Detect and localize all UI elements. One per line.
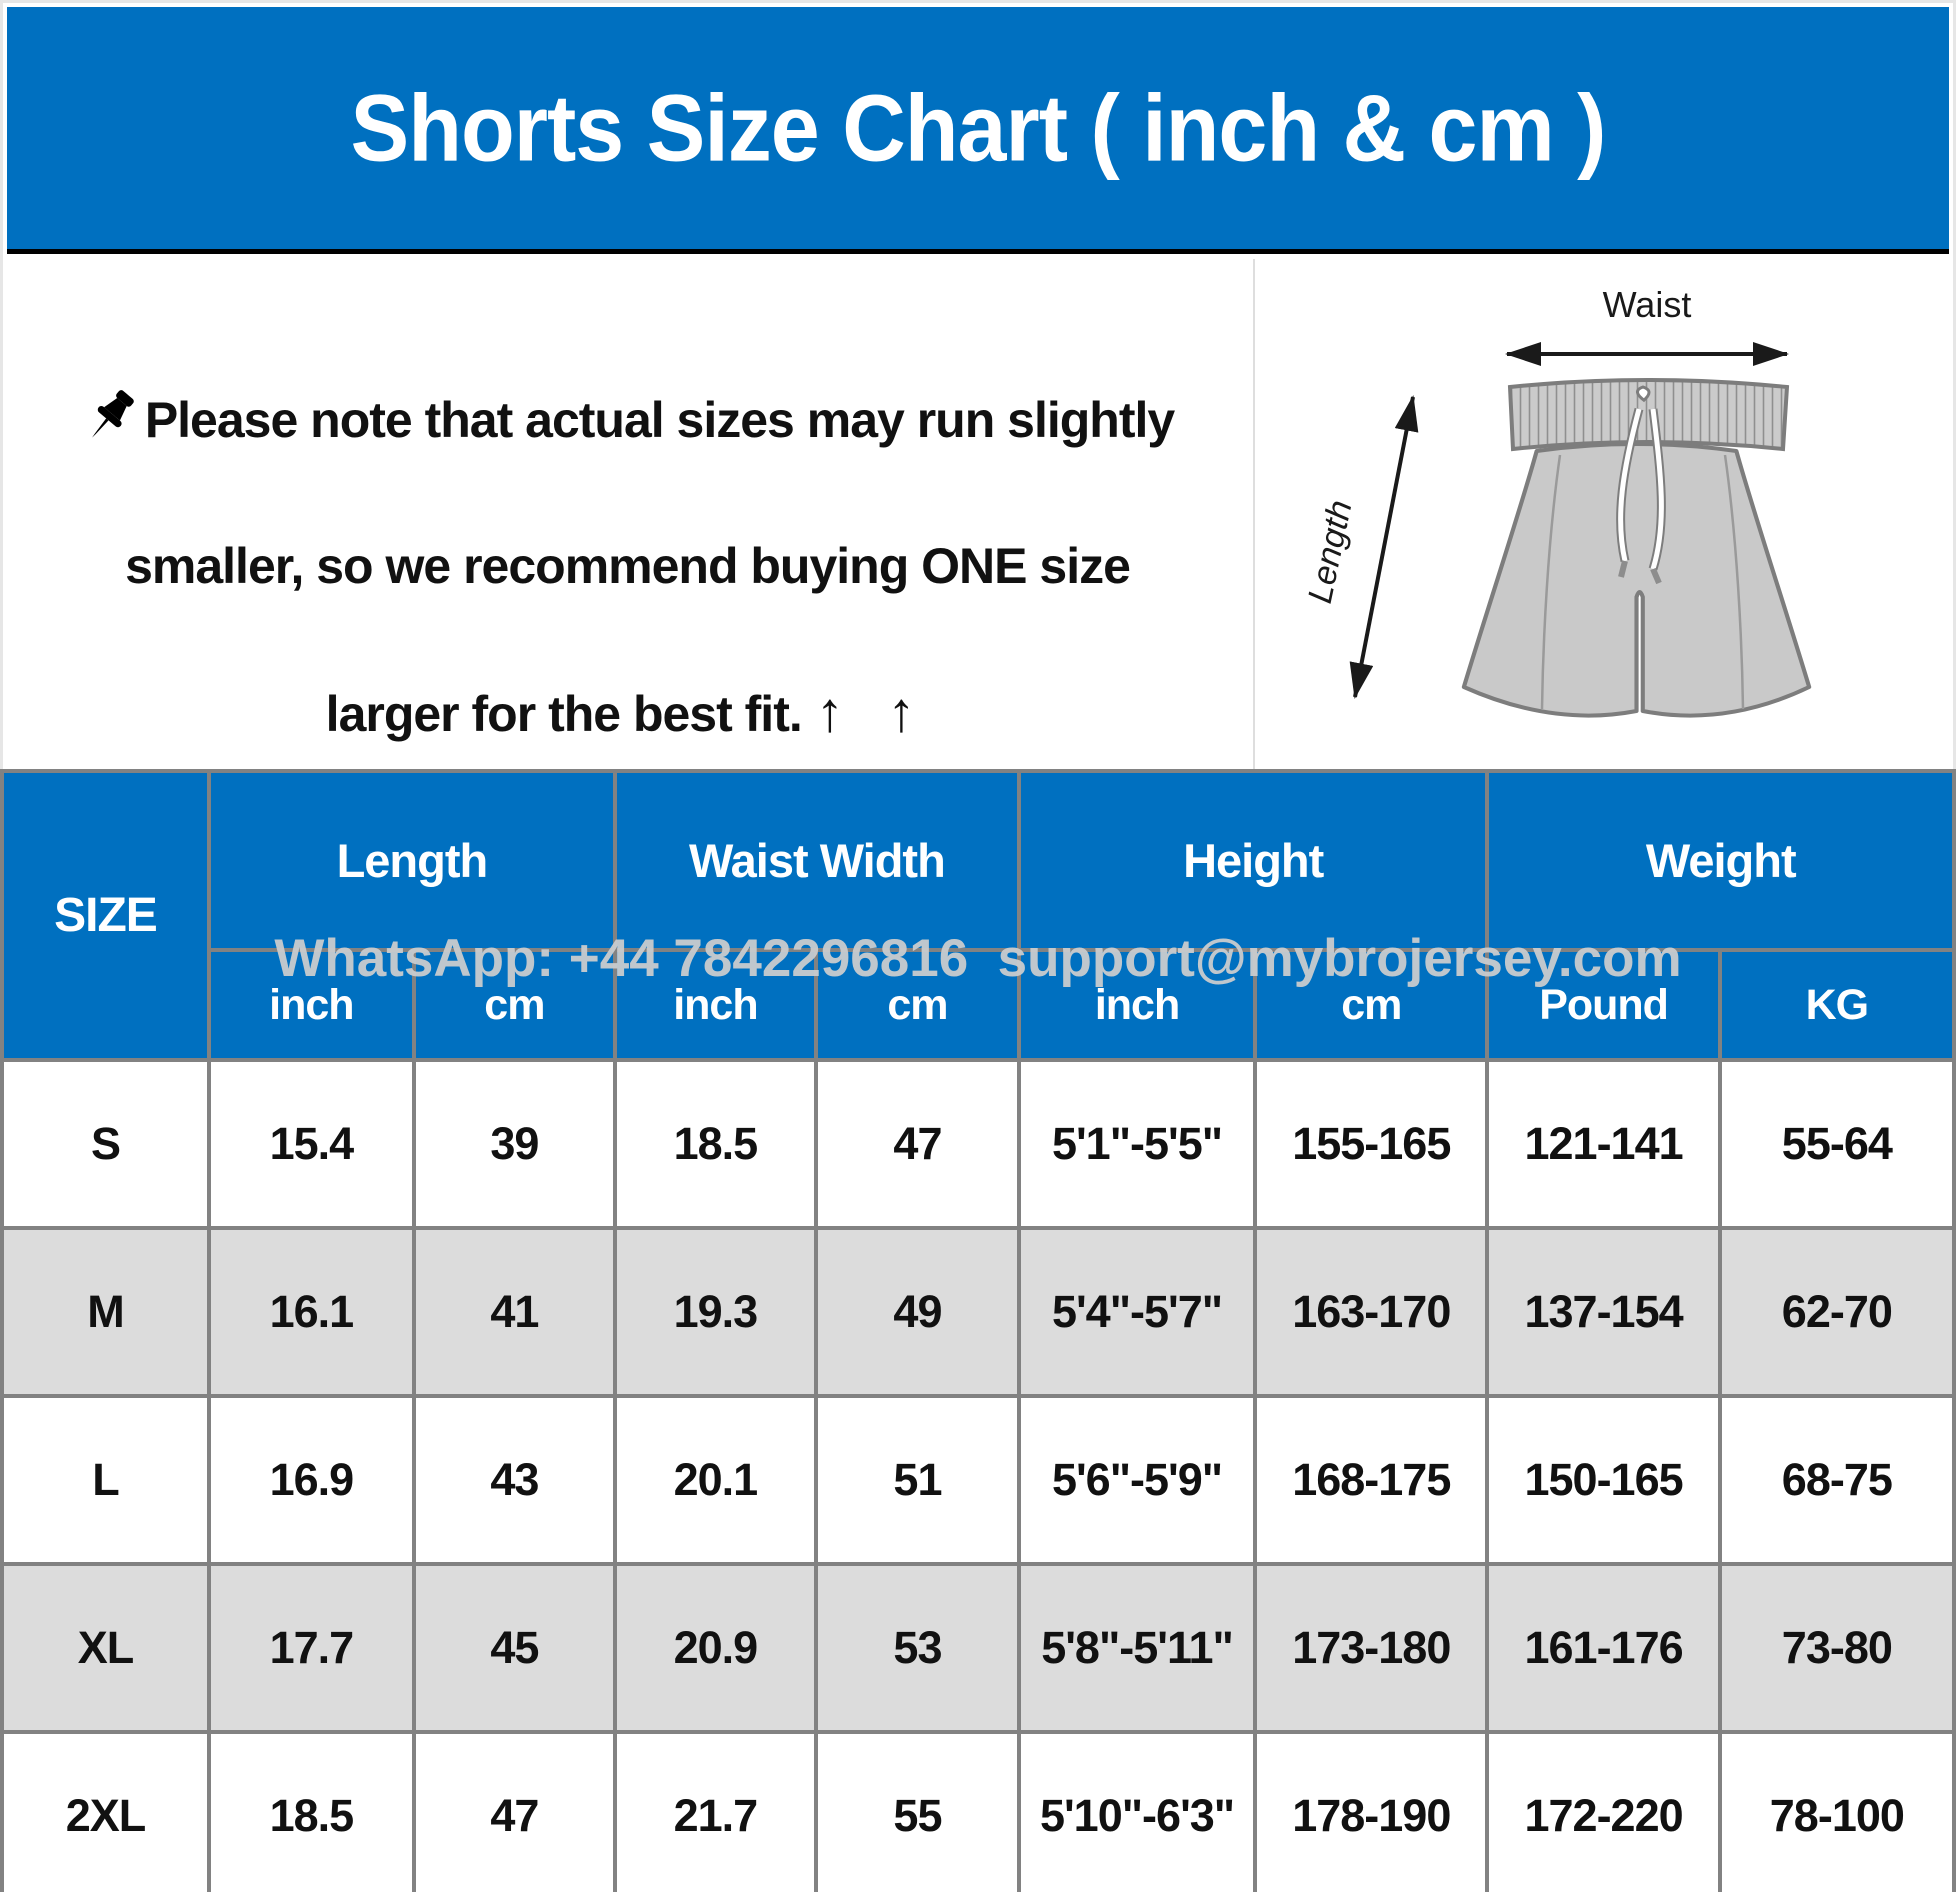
cell-length-cm: 47 bbox=[411, 1730, 617, 1892]
group-header-weight: Weight bbox=[1485, 769, 1956, 952]
cell-height-inch: 5'10"-6'3" bbox=[1016, 1730, 1258, 1892]
cell-waist-inch: 19.3 bbox=[612, 1226, 818, 1398]
info-section: Please note that actual sizes may run sl… bbox=[0, 259, 1956, 769]
up-arrows-icon: ↑ ↑ bbox=[815, 680, 930, 743]
unit-header-waist-cm: cm bbox=[813, 948, 1021, 1062]
note-text: Please note that actual sizes may run sl… bbox=[20, 347, 1235, 787]
shorts-illustration: Waist Length bbox=[1301, 284, 1812, 718]
note-line-3: larger for the best fit. ↑ ↑ bbox=[20, 639, 1235, 787]
cell-length-inch: 16.9 bbox=[206, 1394, 416, 1566]
cell-waist-cm: 49 bbox=[813, 1226, 1021, 1398]
cell-weight-kg: 68-75 bbox=[1717, 1394, 1956, 1566]
cell-length-cm: 43 bbox=[411, 1394, 617, 1566]
cell-waist-inch: 18.5 bbox=[612, 1058, 818, 1230]
note-line-2-text: smaller, so we recommend buying ONE size bbox=[125, 538, 1131, 594]
note-line-1: Please note that actual sizes may run sl… bbox=[20, 347, 1235, 493]
unit-header-height-inch: inch bbox=[1016, 948, 1258, 1062]
drawstring bbox=[1616, 385, 1666, 585]
cell-height-cm: 173-180 bbox=[1253, 1562, 1490, 1734]
unit-header-height-cm: cm bbox=[1253, 948, 1490, 1062]
cell-weight-pound: 137-154 bbox=[1485, 1226, 1722, 1398]
pushpin-icon bbox=[91, 390, 134, 438]
note-line-3-text: larger for the best fit. bbox=[325, 686, 803, 742]
cell-size: L bbox=[0, 1394, 211, 1566]
unit-header-length-inch: inch bbox=[206, 948, 416, 1062]
cell-length-cm: 39 bbox=[411, 1058, 617, 1230]
cell-waist-inch: 21.7 bbox=[612, 1730, 818, 1892]
unit-header-row: inch cm inch cm inch cm Pound KG bbox=[2, 948, 1956, 1062]
cell-height-cm: 168-175 bbox=[1253, 1394, 1490, 1566]
cell-length-cm: 45 bbox=[411, 1562, 617, 1734]
cell-waist-inch: 20.1 bbox=[612, 1394, 818, 1566]
cell-weight-kg: 78-100 bbox=[1717, 1730, 1956, 1892]
group-header-row: SIZE Length Waist Width Height Weight bbox=[0, 769, 1956, 1062]
waist-label: Waist bbox=[1603, 284, 1692, 325]
cell-length-inch: 18.5 bbox=[206, 1730, 416, 1892]
cell-height-cm: 163-170 bbox=[1253, 1226, 1490, 1398]
cell-waist-cm: 51 bbox=[813, 1394, 1021, 1566]
cell-length-inch: 16.1 bbox=[206, 1226, 416, 1398]
note-line-1-text: Please note that actual sizes may run sl… bbox=[144, 392, 1175, 448]
group-header-length: Length bbox=[206, 769, 617, 952]
cell-height-inch: 5'1"-5'5" bbox=[1016, 1058, 1258, 1230]
cell-length-cm: 41 bbox=[411, 1226, 617, 1398]
cell-height-cm: 178-190 bbox=[1253, 1730, 1490, 1892]
cell-weight-pound: 150-165 bbox=[1485, 1394, 1722, 1566]
size-table: SIZE Length Waist Width Height Weight in… bbox=[0, 769, 1956, 1892]
cell-weight-kg: 62-70 bbox=[1717, 1226, 1956, 1398]
cell-weight-kg: 73-80 bbox=[1717, 1562, 1956, 1734]
cell-weight-pound: 161-176 bbox=[1485, 1562, 1722, 1734]
length-arrow bbox=[1349, 395, 1419, 699]
section-divider bbox=[1253, 259, 1255, 769]
cell-size: XL bbox=[0, 1562, 211, 1734]
group-header-waist-width: Waist Width bbox=[612, 769, 1021, 952]
cell-length-inch: 15.4 bbox=[206, 1058, 416, 1230]
cell-waist-cm: 55 bbox=[813, 1730, 1021, 1892]
cell-waist-inch: 20.9 bbox=[612, 1562, 818, 1734]
cell-size: M bbox=[0, 1226, 211, 1398]
shorts-shape bbox=[1461, 378, 1812, 718]
group-header-height: Height bbox=[1016, 769, 1490, 952]
table-row-xl: XL 17.7 45 20.9 53 5'8"-5'11" 173-180 16… bbox=[0, 1562, 1956, 1734]
length-label: Length bbox=[1301, 497, 1360, 607]
table-row-l: L 16.9 43 20.1 51 5'6"-5'9" 168-175 150-… bbox=[0, 1394, 1956, 1566]
cell-height-cm: 155-165 bbox=[1253, 1058, 1490, 1230]
cell-waist-cm: 53 bbox=[813, 1562, 1021, 1734]
unit-header-length-cm: cm bbox=[411, 948, 617, 1062]
cell-height-inch: 5'6"-5'9" bbox=[1016, 1394, 1258, 1566]
cell-size: 2XL bbox=[0, 1730, 211, 1892]
cell-waist-cm: 47 bbox=[813, 1058, 1021, 1230]
unit-header-weight-kg: KG bbox=[1717, 948, 1956, 1062]
title-banner: Shorts Size Chart ( inch & cm ) bbox=[7, 7, 1949, 254]
size-column-header: SIZE bbox=[0, 769, 211, 1062]
cell-length-inch: 17.7 bbox=[206, 1562, 416, 1734]
unit-header-weight-pound: Pound bbox=[1485, 948, 1722, 1062]
table-row-s: S 15.4 39 18.5 47 5'1"-5'5" 155-165 121-… bbox=[0, 1058, 1956, 1230]
cell-weight-pound: 121-141 bbox=[1485, 1058, 1722, 1230]
unit-header-waist-inch: inch bbox=[612, 948, 818, 1062]
cell-weight-kg: 55-64 bbox=[1717, 1058, 1956, 1230]
table-row-m: M 16.1 41 19.3 49 5'4"-5'7" 163-170 137-… bbox=[0, 1226, 1956, 1398]
cell-height-inch: 5'4"-5'7" bbox=[1016, 1226, 1258, 1398]
cell-weight-pound: 172-220 bbox=[1485, 1730, 1722, 1892]
shorts-diagram: Waist Length bbox=[1255, 259, 1956, 769]
note-line-2: smaller, so we recommend buying ONE size bbox=[20, 493, 1235, 639]
table-row-2xl: 2XL 18.5 47 21.7 55 5'10"-6'3" 178-190 1… bbox=[0, 1730, 1956, 1892]
page-title: Shorts Size Chart ( inch & cm ) bbox=[350, 74, 1607, 181]
cell-height-inch: 5'8"-5'11" bbox=[1016, 1562, 1258, 1734]
cell-size: S bbox=[0, 1058, 211, 1230]
